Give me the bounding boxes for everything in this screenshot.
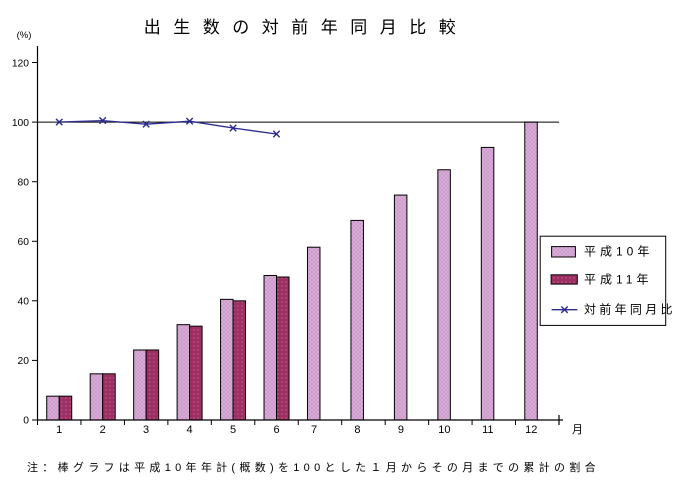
svg-text:80: 80	[18, 178, 30, 189]
svg-text:40: 40	[18, 297, 30, 308]
svg-text:2: 2	[100, 424, 106, 436]
svg-text:60: 60	[18, 237, 30, 248]
svg-text:5: 5	[230, 424, 236, 436]
svg-text:10: 10	[438, 424, 450, 436]
svg-text:平成11年: 平成11年	[584, 273, 652, 287]
svg-text:3: 3	[143, 424, 149, 436]
svg-text:月: 月	[572, 424, 583, 436]
svg-text:120: 120	[12, 59, 29, 70]
svg-text:(%): (%)	[17, 30, 32, 41]
svg-text:11: 11	[482, 424, 493, 436]
svg-text:7: 7	[311, 424, 317, 436]
svg-text:4: 4	[187, 424, 193, 436]
svg-text:注：棒グラフは平成10年年計(概数)を100とした１月からそ: 注：棒グラフは平成10年年計(概数)を100とした１月からその月までの累計の割合	[27, 460, 600, 474]
svg-text:0: 0	[23, 416, 29, 427]
svg-text:12: 12	[525, 424, 537, 436]
svg-text:8: 8	[354, 424, 360, 436]
svg-text:9: 9	[398, 424, 404, 436]
svg-text:1: 1	[56, 424, 62, 436]
svg-text:対前年同月比: 対前年同月比	[584, 302, 675, 317]
svg-text:平成10年: 平成10年	[584, 245, 653, 259]
svg-text:出生数の対前年同月比較: 出生数の対前年同月比較	[144, 18, 469, 37]
svg-text:6: 6	[273, 424, 279, 436]
svg-text:100: 100	[12, 118, 29, 129]
svg-text:20: 20	[18, 356, 30, 367]
